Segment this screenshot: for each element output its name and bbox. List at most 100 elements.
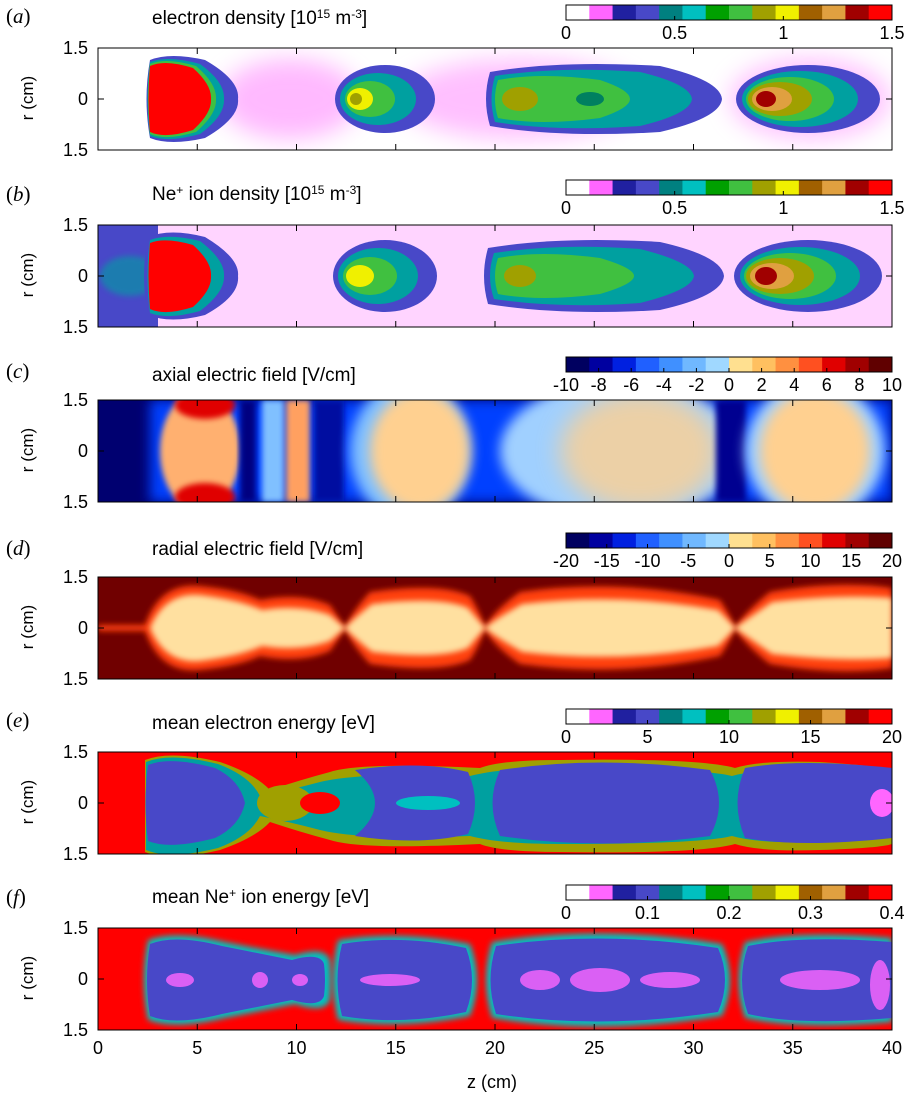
x-tick-label-7: 35 [783, 1038, 803, 1058]
colorbar-swatch-d-4 [659, 533, 683, 548]
colorbar-swatch-f-2 [612, 885, 637, 900]
colorbar-label-c-7: 4 [789, 375, 799, 395]
colorbar-swatch-b-11 [822, 180, 846, 195]
colorbar-swatch-d-9 [775, 533, 800, 548]
colorbar-swatch-c-4 [659, 357, 683, 372]
colorbar-label-b-2: 1 [778, 198, 788, 218]
colorbar-label-f-3: 0.3 [798, 903, 823, 923]
colorbar-swatch-e-13 [868, 709, 893, 724]
colorbar-label-f-1: 0.1 [635, 903, 660, 923]
y-tick-label-b-1: 0 [78, 266, 88, 286]
x-tick-label-0: 0 [93, 1038, 103, 1058]
colorbar-swatch-f-7 [729, 885, 753, 900]
colorbar-swatch-d-1 [589, 533, 614, 548]
colorbar-swatch-f-6 [705, 885, 730, 900]
y-tick-label-b-0: 1.5 [63, 215, 88, 235]
colorbar-swatch-e-11 [822, 709, 846, 724]
colorbar-label-d-5: 5 [765, 551, 775, 571]
colorbar-label-c-5: 0 [724, 375, 734, 395]
colorbar-swatch-e-9 [775, 709, 800, 724]
colorbar-swatch-f-5 [682, 885, 707, 900]
colorbar-label-a-2: 1 [778, 23, 788, 43]
colorbar-label-c-10: 10 [882, 375, 902, 395]
colorbar-swatch-e-5 [682, 709, 707, 724]
y-tick-label-e-0: 1.5 [63, 742, 88, 762]
colorbar-label-c-4: -2 [688, 375, 704, 395]
colorbar-swatch-b-9 [775, 180, 800, 195]
colorbar-frame-b [565, 179, 893, 196]
y-tick-label-b-2: 1.5 [63, 317, 88, 337]
colorbar-swatch-a-13 [868, 5, 893, 20]
colorbar-label-d-4: 0 [724, 551, 734, 571]
y-tick-label-d-2: 1.5 [63, 669, 88, 689]
colorbar-swatch-d-13 [868, 533, 893, 548]
colorbar-label-c-0: -10 [553, 375, 579, 395]
y-tick-label-c-0: 1.5 [63, 390, 88, 410]
colorbar-swatch-a-7 [729, 5, 753, 20]
colorbar-swatch-b-6 [705, 180, 730, 195]
heatmap-d [98, 577, 892, 679]
colorbar-swatch-e-4 [659, 709, 683, 724]
y-axis-label-e: r (cm) [18, 779, 38, 825]
colorbar-swatch-a-4 [659, 5, 683, 20]
y-tick-label-a-0: 1.5 [63, 38, 88, 58]
colorbar-swatch-c-1 [589, 357, 614, 372]
colorbar-frame-a [565, 4, 893, 21]
x-tick-label-8: 40 [882, 1038, 902, 1058]
colorbar-swatch-b-8 [752, 180, 777, 195]
colorbar-swatch-a-2 [612, 5, 637, 20]
colorbar-swatch-e-10 [798, 709, 823, 724]
x-tick-label-1: 5 [192, 1038, 202, 1058]
colorbar-label-c-8: 6 [822, 375, 832, 395]
heatmap-c [98, 400, 892, 502]
colorbar-swatch-f-4 [659, 885, 683, 900]
colorbar-swatch-b-12 [845, 180, 870, 195]
panel-label-c: (c) [6, 359, 30, 383]
colorbar-swatch-d-8 [752, 533, 777, 548]
y-tick-label-c-2: 1.5 [63, 492, 88, 512]
colorbar-label-c-3: -4 [656, 375, 672, 395]
colorbar-label-d-7: 15 [841, 551, 861, 571]
colorbar-swatch-e-1 [589, 709, 614, 724]
y-axis-label-a: r (cm) [18, 75, 38, 121]
colorbar-swatch-c-10 [798, 357, 823, 372]
colorbar-swatch-c-3 [635, 357, 660, 372]
colorbar-label-d-6: 10 [800, 551, 820, 571]
colorbar-swatch-b-7 [729, 180, 753, 195]
colorbar-swatch-d-3 [635, 533, 660, 548]
colorbar-label-f-0: 0 [561, 903, 571, 923]
colorbar-swatch-a-9 [775, 5, 800, 20]
colorbar-swatch-a-11 [822, 5, 846, 20]
colorbar-swatch-a-3 [635, 5, 660, 20]
colorbar-swatch-a-1 [589, 5, 614, 20]
colorbar-swatch-b-2 [612, 180, 637, 195]
colorbar-swatch-a-8 [752, 5, 777, 20]
colorbar-swatch-d-12 [845, 533, 870, 548]
y-axis-label-f: r (cm) [18, 955, 38, 1001]
colorbar-swatch-f-8 [752, 885, 777, 900]
colorbar-swatch-a-5 [682, 5, 707, 20]
colorbar-label-e-1: 5 [642, 727, 652, 747]
y-tick-label-f-2: 1.5 [63, 1020, 88, 1040]
x-tick-label-6: 30 [683, 1038, 703, 1058]
colorbar-swatch-e-2 [612, 709, 637, 724]
heatmap-b [98, 225, 892, 327]
colorbar-label-f-2: 0.2 [716, 903, 741, 923]
colorbar-swatch-d-5 [682, 533, 707, 548]
colorbar-swatch-c-12 [845, 357, 870, 372]
colorbar-label-d-3: -5 [680, 551, 696, 571]
colorbar-swatch-a-10 [798, 5, 823, 20]
colorbar-label-c-2: -6 [623, 375, 639, 395]
y-tick-label-a-2: 1.5 [63, 140, 88, 160]
colorbar-swatch-d-0 [566, 533, 590, 548]
colorbar-swatch-a-0 [566, 5, 590, 20]
title-c: axial electric field [V/cm] [152, 365, 356, 386]
y-axis-label-b: r (cm) [18, 252, 38, 298]
colorbar-swatch-e-6 [705, 709, 730, 724]
colorbar-swatch-a-6 [705, 5, 730, 20]
panel-label-a: (a) [6, 4, 31, 28]
title-a: electron density [1015 m-3] [152, 7, 368, 29]
colorbar-label-d-0: -20 [553, 551, 579, 571]
heatmap-f [98, 928, 892, 1030]
x-tick-label-3: 15 [386, 1038, 406, 1058]
